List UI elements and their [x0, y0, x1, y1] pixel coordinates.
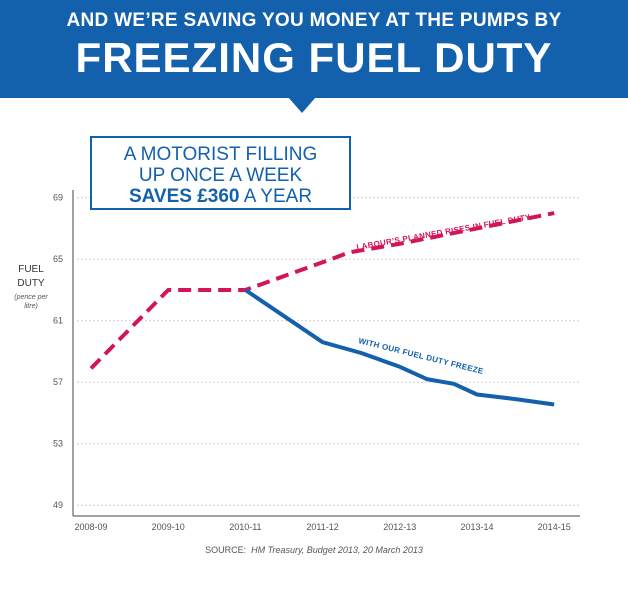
- y-tick-label: 49: [53, 500, 63, 510]
- callout-line-3: SAVES £360 A YEAR: [92, 186, 349, 207]
- y-axis-label: FUEL DUTY (pence per litre): [10, 263, 52, 311]
- source-text: HM Treasury, Budget 2013, 20 March 2013: [251, 545, 423, 555]
- y-tick-label: 57: [53, 377, 63, 387]
- header-subtitle: AND WE’RE SAVING YOU MONEY AT THE PUMPS …: [66, 10, 562, 31]
- y-tick-label: 65: [53, 254, 63, 264]
- callout-line-1: A MOTORIST FILLING: [123, 144, 318, 165]
- banner-pointer: [288, 97, 316, 113]
- source-prefix: SOURCE:: [205, 545, 247, 555]
- y-axis-label-line-2: DUTY: [17, 278, 45, 289]
- labour-planned-line: [89, 211, 555, 370]
- y-tick-label: 53: [53, 439, 63, 449]
- x-tick-label: 2012-13: [383, 522, 416, 532]
- y-axis-unit: (pence per litre): [10, 293, 52, 311]
- callout-line-2: UP ONCE A WEEK: [138, 165, 303, 186]
- x-tick-label: 2008-09: [74, 522, 107, 532]
- freeze-series-label: WITH OUR FUEL DUTY FREEZE: [358, 336, 485, 376]
- x-tick-label: 2009-10: [152, 522, 185, 532]
- savings-callout: A MOTORIST FILLING UP ONCE A WEEK SAVES …: [90, 136, 351, 210]
- fuel-duty-freeze-line: [244, 288, 555, 407]
- y-tick-label: 61: [53, 316, 63, 326]
- x-tick-label: 2010-11: [229, 522, 261, 532]
- x-tick-label: 2014-15: [538, 522, 571, 532]
- source-note: SOURCE: HM Treasury, Budget 2013, 20 Mar…: [0, 545, 628, 555]
- callout-savings-rest: A YEAR: [239, 186, 313, 207]
- y-axis-unit-line-2: litre): [24, 303, 38, 310]
- labour-series-label: LABOUR’S PLANNED RISES IN FUEL DUTY: [356, 212, 532, 252]
- x-tick-label: 2013-14: [460, 522, 493, 532]
- y-axis-label-line-1: FUEL: [18, 264, 44, 275]
- callout-savings-amount: SAVES £360: [128, 186, 240, 207]
- y-tick-label: 69: [53, 193, 63, 203]
- header-banner: [0, 0, 628, 98]
- y-axis-unit-line-1: (pence per: [14, 294, 48, 301]
- header-title: FREEZING FUEL DUTY: [75, 34, 553, 81]
- x-tick-label: 2011-12: [306, 522, 338, 532]
